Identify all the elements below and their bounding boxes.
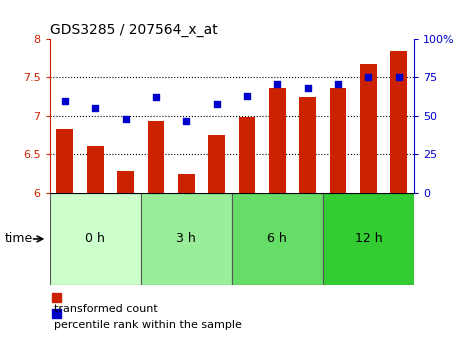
Bar (87, 146, 104, 193)
Text: GSM286031: GSM286031 (61, 198, 70, 249)
Bar (330, 88, 346, 193)
Bar (117, 171, 134, 193)
Bar (232, 193, 323, 285)
Bar (390, 51, 407, 193)
Bar (178, 175, 194, 193)
Bar (232, 193, 262, 257)
Bar (292, 193, 323, 257)
Text: transformed count: transformed count (54, 304, 158, 314)
Text: GSM286033: GSM286033 (121, 198, 130, 249)
Point (183, 118, 190, 124)
Bar (140, 193, 232, 285)
Text: GSM286041: GSM286041 (364, 198, 373, 249)
Point (304, 85, 311, 91)
Text: 6 h: 6 h (267, 233, 287, 245)
Bar (384, 193, 414, 257)
Point (243, 93, 251, 99)
Text: GSM286037: GSM286037 (243, 198, 252, 249)
Text: GSM286042: GSM286042 (394, 198, 403, 249)
Point (61, 98, 69, 103)
Bar (360, 64, 377, 193)
Bar (201, 193, 232, 257)
Bar (80, 193, 110, 257)
Bar (52, 293, 61, 302)
Bar (299, 97, 316, 193)
Bar (323, 193, 353, 257)
Bar (140, 193, 171, 257)
Text: GSM286032: GSM286032 (91, 198, 100, 249)
Bar (238, 117, 255, 193)
Text: time: time (5, 233, 33, 245)
Text: GSM286040: GSM286040 (333, 198, 342, 249)
Text: GSM286036: GSM286036 (212, 198, 221, 249)
Point (152, 95, 160, 100)
Text: 3 h: 3 h (176, 233, 196, 245)
Bar (208, 135, 225, 193)
Bar (50, 193, 80, 257)
Bar (171, 193, 201, 257)
Point (273, 81, 281, 86)
Bar (148, 121, 164, 193)
Text: GDS3285 / 207564_x_at: GDS3285 / 207564_x_at (50, 23, 218, 37)
Bar (269, 88, 286, 193)
Text: 12 h: 12 h (355, 233, 382, 245)
Bar (323, 193, 414, 285)
Point (91, 105, 99, 111)
Point (395, 75, 403, 80)
Bar (353, 193, 384, 257)
Bar (56, 129, 73, 193)
Text: 0 h: 0 h (85, 233, 105, 245)
Bar (262, 193, 292, 257)
Bar (50, 193, 141, 285)
Text: GSM286038: GSM286038 (273, 198, 282, 249)
Text: percentile rank within the sample: percentile rank within the sample (54, 320, 242, 330)
Bar (110, 193, 140, 257)
Text: GSM286039: GSM286039 (303, 198, 312, 249)
Text: GSM286034: GSM286034 (151, 198, 160, 249)
Point (334, 81, 342, 86)
Point (122, 116, 129, 122)
Point (213, 101, 220, 107)
Text: GSM286035: GSM286035 (182, 198, 191, 249)
Bar (52, 309, 61, 318)
Point (365, 75, 372, 80)
